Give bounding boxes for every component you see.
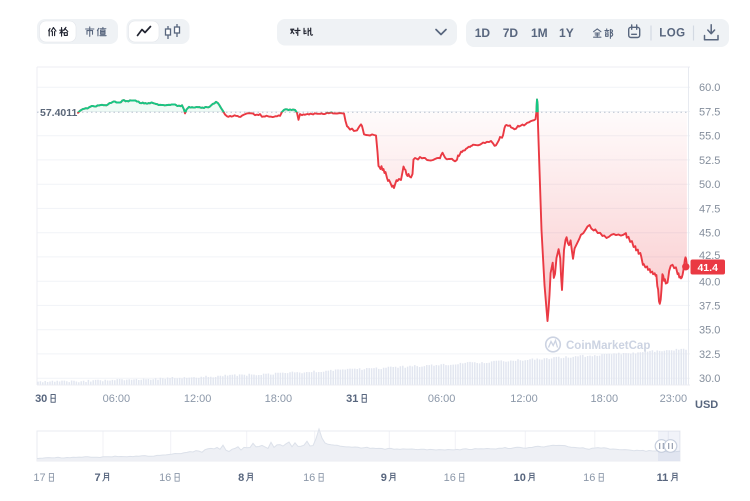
svg-text:7D: 7D (503, 26, 519, 40)
svg-text:9: 9 (381, 472, 387, 484)
svg-text:42.5: 42.5 (699, 250, 720, 262)
svg-text:45.0: 45.0 (699, 228, 720, 240)
svg-text:11: 11 (657, 472, 669, 484)
svg-text:12:00: 12:00 (184, 393, 212, 405)
svg-text:1D: 1D (475, 26, 491, 40)
svg-text:10: 10 (514, 472, 526, 484)
svg-text:18:00: 18:00 (265, 393, 293, 405)
svg-text:7: 7 (94, 472, 100, 484)
svg-text:CoinMarketCap: CoinMarketCap (566, 340, 650, 352)
svg-text:57.5: 57.5 (699, 106, 720, 118)
svg-text:8: 8 (238, 472, 244, 484)
svg-text:47.5: 47.5 (699, 203, 720, 215)
svg-text:40.0: 40.0 (699, 276, 720, 288)
svg-text:18:00: 18:00 (591, 393, 619, 405)
svg-text:USD: USD (695, 399, 718, 411)
svg-text:55.0: 55.0 (699, 131, 720, 143)
svg-text:06:00: 06:00 (103, 393, 131, 405)
svg-text:30.0: 30.0 (699, 373, 720, 385)
svg-text:LOG: LOG (659, 28, 685, 40)
svg-text:60.0: 60.0 (699, 82, 720, 94)
svg-text:17: 17 (33, 472, 45, 484)
svg-text:23:00: 23:00 (660, 393, 688, 405)
svg-text:30: 30 (35, 393, 47, 405)
svg-text:16: 16 (303, 472, 315, 484)
svg-text:16: 16 (444, 472, 456, 484)
svg-text:50.0: 50.0 (699, 179, 720, 191)
svg-text:12:00: 12:00 (510, 393, 538, 405)
svg-text:35.0: 35.0 (699, 325, 720, 337)
svg-text:32.5: 32.5 (699, 349, 720, 361)
svg-text:41.4: 41.4 (697, 262, 718, 274)
svg-text:16: 16 (159, 472, 171, 484)
svg-text:52.5: 52.5 (699, 155, 720, 167)
svg-text:57.4011: 57.4011 (40, 107, 78, 119)
svg-text:1M: 1M (531, 26, 548, 40)
svg-text:37.5: 37.5 (699, 300, 720, 312)
svg-text:16: 16 (583, 472, 595, 484)
svg-text:31: 31 (346, 393, 358, 405)
svg-text:1Y: 1Y (559, 26, 574, 40)
svg-text:06:00: 06:00 (428, 393, 456, 405)
